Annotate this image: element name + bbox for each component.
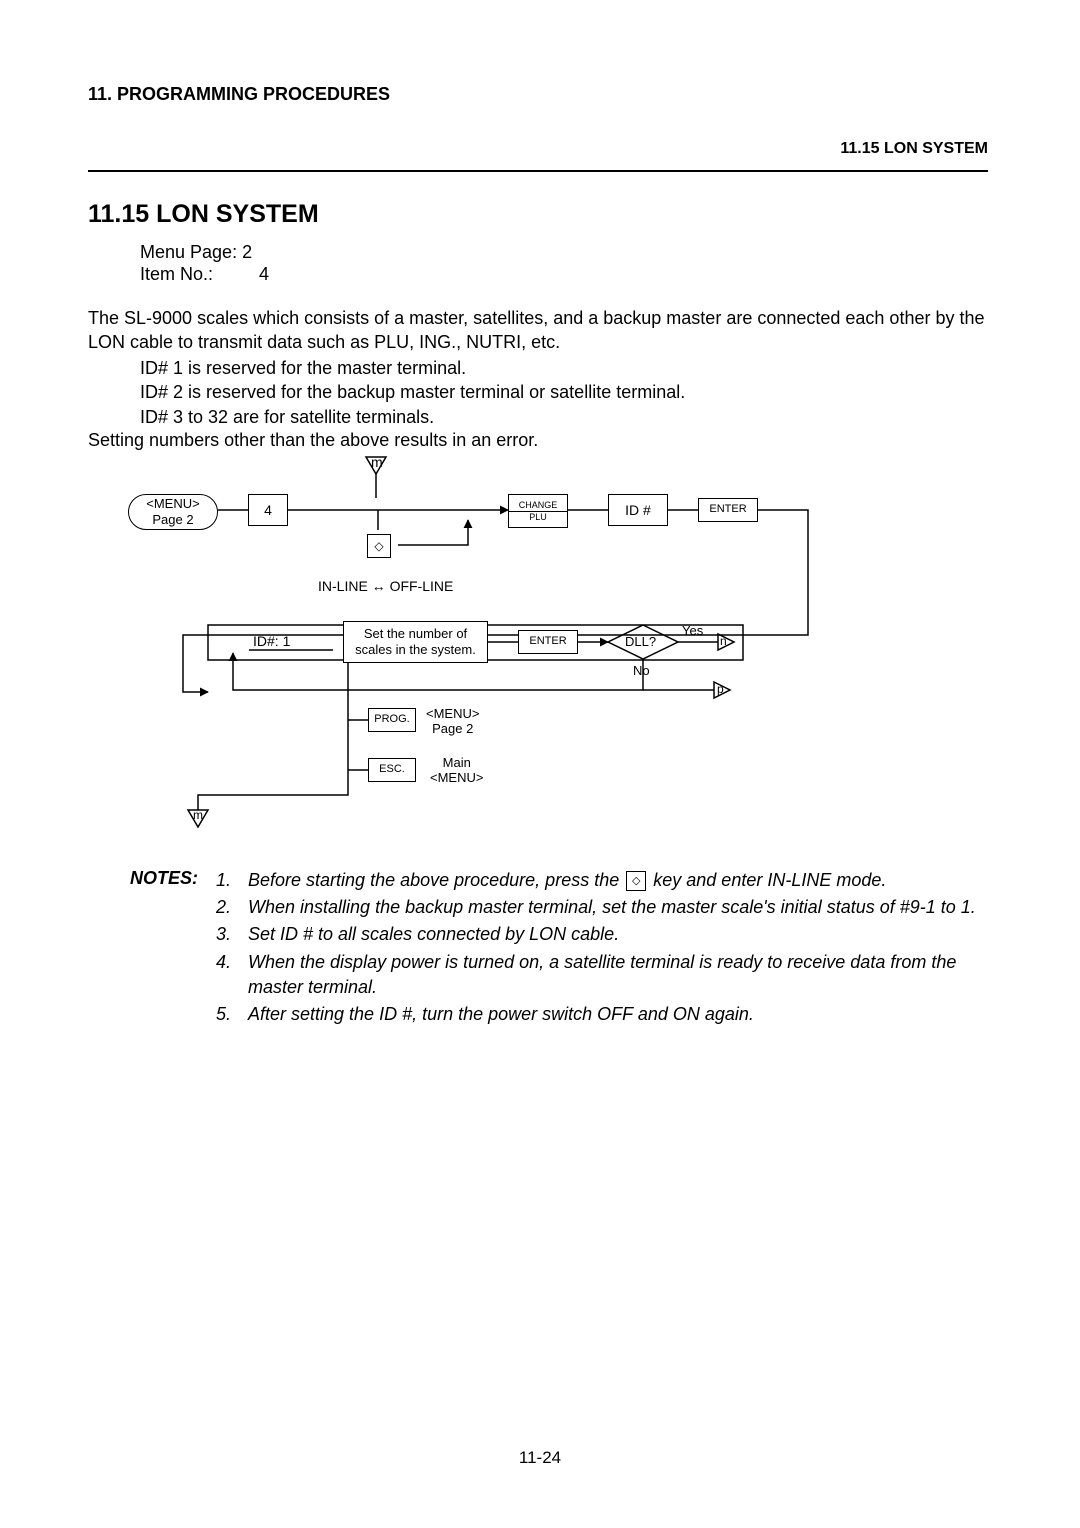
flow-label-id1: ID#: 1 (253, 633, 290, 649)
flow-node-esc: ESC. (368, 758, 416, 782)
id-line-2: ID# 2 is reserved for the backup master … (140, 380, 685, 404)
note-3: 3. Set ID # to all scales connected by L… (216, 922, 988, 947)
note-1: 1. Before starting the above procedure, … (216, 868, 988, 893)
notes-label: NOTES: (130, 868, 198, 889)
setting-note: Setting numbers other than the above res… (88, 430, 538, 451)
flow-node-change-plu: CHANGE PLU (508, 494, 568, 528)
item-no-value: 4 (259, 264, 269, 285)
note-text: When installing the backup master termin… (248, 895, 976, 920)
note-1-a: Before starting the above procedure, pre… (248, 870, 619, 890)
note-text: After setting the ID #, turn the power s… (248, 1002, 754, 1027)
flow-connector-m-top: m (371, 454, 383, 470)
flow-label-no: No (633, 663, 650, 678)
note-text: When the display power is turned on, a s… (248, 950, 988, 1000)
note-num: 2. (216, 895, 238, 920)
chapter-header: 11. PROGRAMMING PROCEDURES (88, 84, 390, 105)
document-page: 11. PROGRAMMING PROCEDURES 11.15 LON SYS… (0, 0, 1080, 1528)
note-2: 2. When installing the backup master ter… (216, 895, 988, 920)
header-rule (88, 170, 988, 172)
flow-label-plu: PLU (529, 512, 547, 523)
flow-node-menu-page2: <MENU> Page 2 (128, 494, 218, 530)
flow-connector-m-bot: m (193, 808, 203, 822)
flow-node-4: 4 (248, 494, 288, 526)
note-5: 5. After setting the ID #, turn the powe… (216, 1002, 988, 1027)
section-title: 11.15 LON SYSTEM (88, 200, 319, 229)
note-num: 5. (216, 1002, 238, 1027)
note-num: 3. (216, 922, 238, 947)
note-1-b: key and enter IN-LINE mode. (653, 870, 886, 890)
flow-label-main-menu: Main <MENU> (430, 755, 483, 785)
section-header-right: 11.15 LON SYSTEM (840, 140, 988, 158)
flow-label-inline-offline: IN-LINE ↔ OFF-LINE (318, 578, 453, 594)
flow-label-yes: Yes (682, 623, 703, 638)
note-num: 4. (216, 950, 238, 1000)
flow-label-change: CHANGE (519, 500, 558, 511)
flow-node-enter2: ENTER (518, 630, 578, 654)
page-number: 11-24 (0, 1448, 1080, 1468)
item-no-label: Item No.: (140, 264, 213, 285)
note-4: 4. When the display power is turned on, … (216, 950, 988, 1000)
flow-node-id-hash: ID # (608, 494, 668, 526)
id-list: ID# 1 is reserved for the master termina… (140, 356, 685, 429)
notes-list: 1. Before starting the above procedure, … (216, 868, 988, 1029)
id-line-3: ID# 3 to 32 are for satellite terminals. (140, 405, 685, 429)
note-num: 1. (216, 868, 238, 893)
flow-connector-p: p (717, 682, 724, 696)
note-text: Set ID # to all scales connected by LON … (248, 922, 619, 947)
flow-connector-n: n (720, 634, 727, 648)
note-text: Before starting the above procedure, pre… (248, 868, 886, 893)
flow-node-dll: DLL? (625, 634, 656, 649)
flow-node-prog: PROG. (368, 708, 416, 732)
intro-paragraph: The SL-9000 scales which consists of a m… (88, 306, 988, 355)
id-line-1: ID# 1 is reserved for the master termina… (140, 356, 685, 380)
diamond-key-icon: ◇ (367, 534, 391, 558)
flow-node-enter: ENTER (698, 498, 758, 522)
diamond-key-icon: ◇ (626, 871, 646, 891)
flow-label-menu-page2b: <MENU> Page 2 (426, 706, 479, 736)
menu-page-line: Menu Page: 2 (140, 242, 252, 263)
flowchart: m <MENU> Page 2 4 CHANGE PLU ID # ENTER … (88, 450, 908, 870)
flow-node-set-scales: Set the number of scales in the system. (343, 621, 488, 663)
